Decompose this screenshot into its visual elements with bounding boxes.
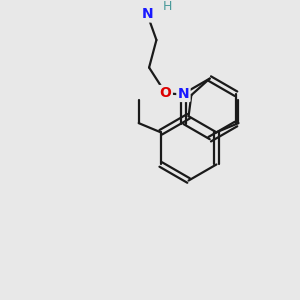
Text: H: H	[163, 0, 172, 14]
Text: N: N	[141, 7, 153, 21]
Text: N: N	[178, 87, 189, 101]
Text: O: O	[160, 86, 172, 100]
